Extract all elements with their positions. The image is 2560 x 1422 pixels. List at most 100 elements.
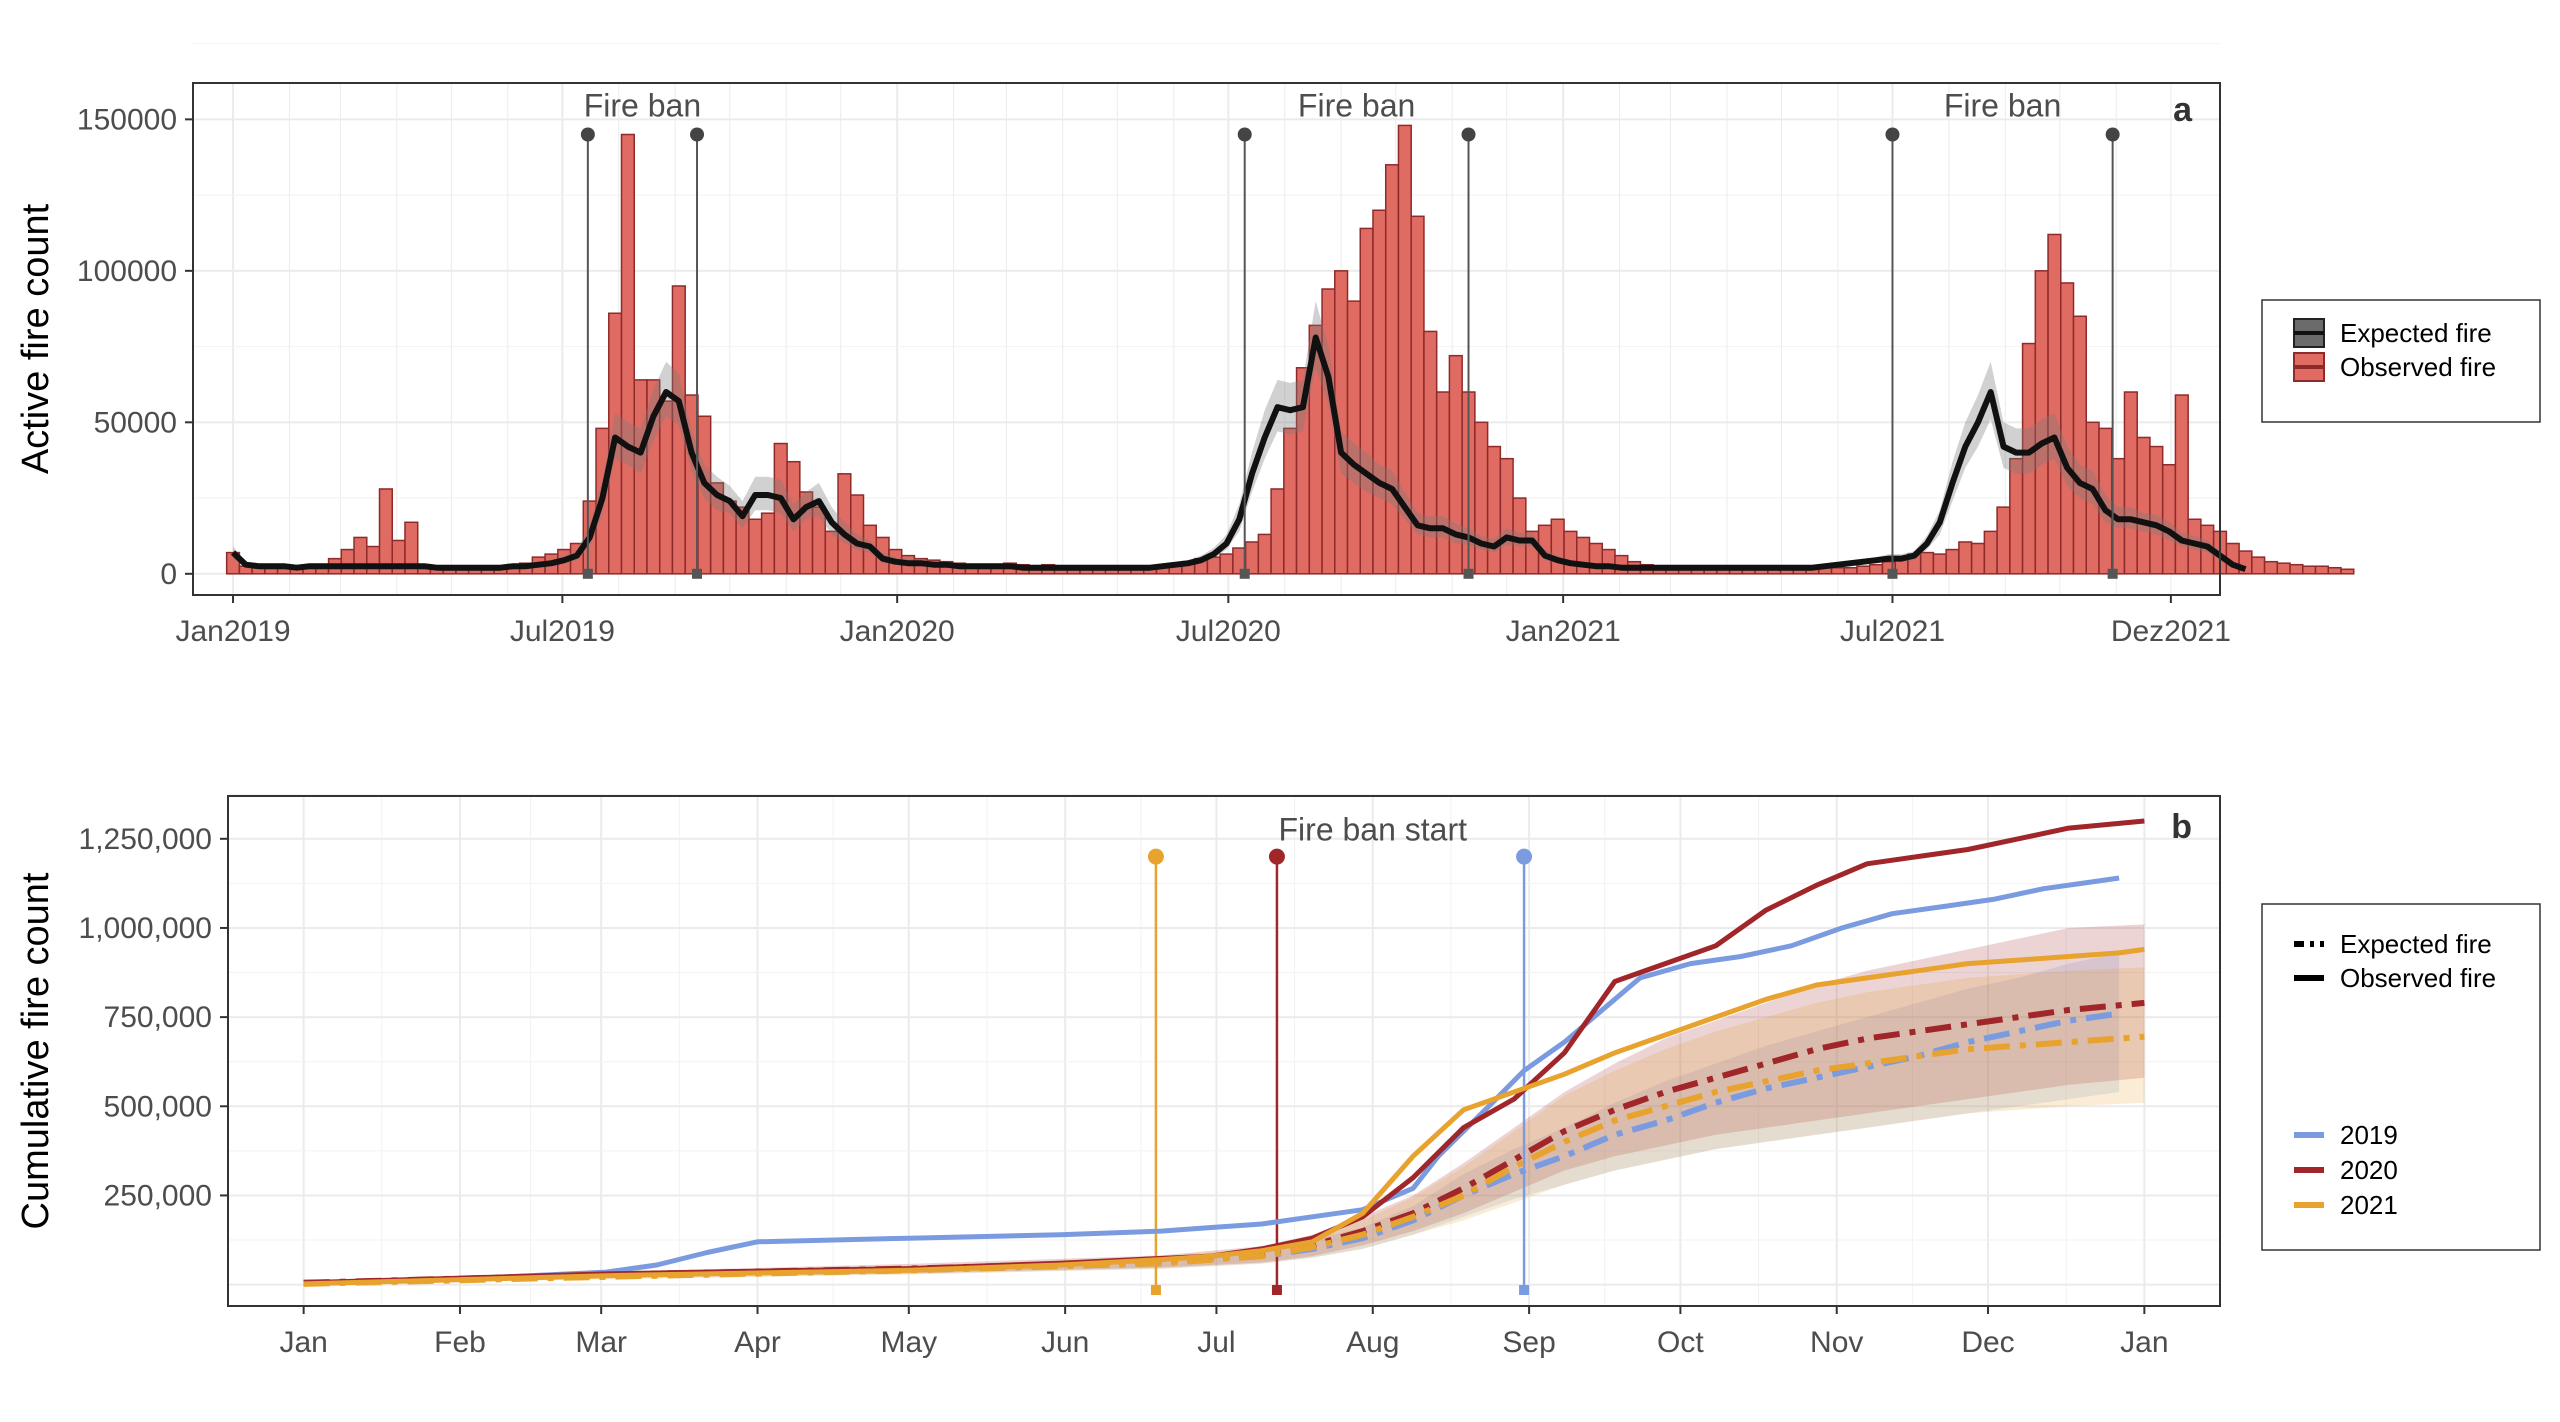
observed-fire-bar [2072,315,2088,575]
panel-b-observed-lines [303,818,2145,1287]
x-tick-label: Mar [575,1326,627,1359]
fire-ban-square [582,568,593,579]
y-tick-label: 1,000,000 [79,912,212,945]
x-tick-label: Oct [1657,1326,1704,1359]
fire-ban-dot [690,127,705,142]
panel-a-observed-bars [225,124,2355,575]
observed-fire-bar [1588,542,1604,575]
observed-fire-bar [1219,553,1234,575]
x-tick-label: Jan2020 [840,615,955,648]
fire-ban-dot [1885,127,1900,142]
legend-label: Observed fire [2340,352,2496,382]
panel-a-tag: a [2173,91,2193,129]
fire-ban-start-label: Fire ban start [1279,812,1468,848]
y-tick-label: 250,000 [104,1179,212,1212]
x-tick-label: May [880,1326,937,1359]
observed-fire-bar [1359,227,1374,575]
observed-fire-bar [2327,566,2342,575]
legend-label: Expected fire [2340,929,2492,959]
panel-a-expected-band [233,301,2246,571]
x-tick-label: Dec [1961,1326,2014,1359]
observed-fire-bar [2302,565,2317,575]
observed-fire-bar [2060,282,2075,575]
legend-label: Observed fire [2340,963,2496,993]
observed-fire-bar [2174,394,2189,575]
observed-fire-bar [1856,565,1871,575]
panel-a-legend: Expected fire Observed fire [2261,299,2541,423]
observed-fire-bar [1372,209,1387,575]
x-tick-label: Feb [434,1326,486,1359]
observed-fire-bar [2251,556,2266,575]
legend-label: 2020 [2340,1155,2398,1185]
observed-fire-bar [1996,506,2011,575]
fire-ban-square [2107,568,2118,579]
observed-fire-bar [1474,421,1489,575]
observed-fire-bar [824,530,839,575]
observed-fire-bar [1499,457,1514,575]
observed-fire-bar [1919,551,1935,575]
observed-fire-bar [1958,541,1973,575]
fire-ban-label: Fire ban [1944,88,2061,124]
panel-a-y-axis-title: Active fire count [15,203,57,474]
observed-fire-bar [2009,457,2024,575]
observed-fire-bar [748,518,763,575]
observed-line-2021 [303,946,2145,1287]
observed-fire-bar [1983,530,1998,575]
legend-label: Expected fire [2340,318,2492,348]
observed-fire-bar [1830,566,1846,575]
observed-fire-bar [1384,164,1400,575]
y-tick-label: 500,000 [104,1090,212,1123]
observed-fire-bar [1970,542,1986,575]
y-tick-label: 1,250,000 [79,823,212,856]
panel-a-frame [192,82,2221,596]
observed-fire-bar [1346,300,1362,575]
legend-label: 2019 [2340,1120,2398,1150]
observed-fire-bar [1843,566,1858,575]
expected-band-2019 [303,952,2120,1284]
fire-ban-dot [1237,127,1252,142]
expected-band-2021 [303,967,2145,1285]
fire-ban-start-dot-2020 [1268,848,1285,865]
fire-ban-square [692,568,703,579]
panel-a-fire-ban-markers: Fire ban Fire ban Fire ban [580,88,2120,579]
panel-b-x-axis: Jan Feb Mar Apr May Jun Jul Aug Sep Oct Nov Dec Jan [279,1306,2169,1359]
observed-fire-bar [2340,568,2355,575]
x-tick-label: Jan2021 [1506,615,1621,648]
expected-line-2021 [303,1033,2145,1287]
panel-b-expected-bands [303,924,2145,1285]
panel-b-gridlines [228,793,2220,1306]
expected-fire-band [233,301,2246,571]
observed-fire-bar [1270,488,1285,575]
y-tick-label: 0 [160,558,177,591]
fire-ban-dot [580,127,595,142]
x-tick-label: Jul2019 [510,615,615,648]
x-tick-label: Sep [1502,1326,1555,1359]
observed-fire-bar [404,521,419,575]
fire-ban-label: Fire ban [584,88,701,124]
observed-fire-bar [2161,463,2177,575]
observed-fire-bar [2276,562,2291,575]
fire-ban-square [1463,568,1474,579]
fire-ban-start-dot-2021 [1147,848,1164,865]
observed-fire-bar [1435,391,1451,575]
observed-fire-bar [1283,427,1298,575]
observed-fire-bar [658,400,674,575]
expected-fire-line [230,334,2247,573]
panel-b-y-axis-title: Cumulative fire count [15,872,57,1229]
y-tick-label: 50000 [94,406,177,439]
observed-fire-bar [1563,530,1578,575]
observed-fire-bar [340,548,355,575]
observed-fire-bar [760,512,776,575]
observed-fire-bar [1576,536,1591,575]
observed-line-2019 [303,875,2120,1286]
fire-ban-dot [1461,127,1476,142]
panel-a-x-axis: Jan2019 Jul2019 Jan2020 Jul2020 Jan2021 Jul20… [175,595,2231,648]
observed-fire-bar [1423,330,1438,575]
panel-a-background [193,83,2220,595]
observed-fire-bar [1945,548,1960,575]
x-tick-label: Jan [279,1326,327,1359]
panel-b-background [228,796,2220,1306]
y-tick-label: 100000 [77,255,177,288]
observed-fire-bar [366,545,381,575]
